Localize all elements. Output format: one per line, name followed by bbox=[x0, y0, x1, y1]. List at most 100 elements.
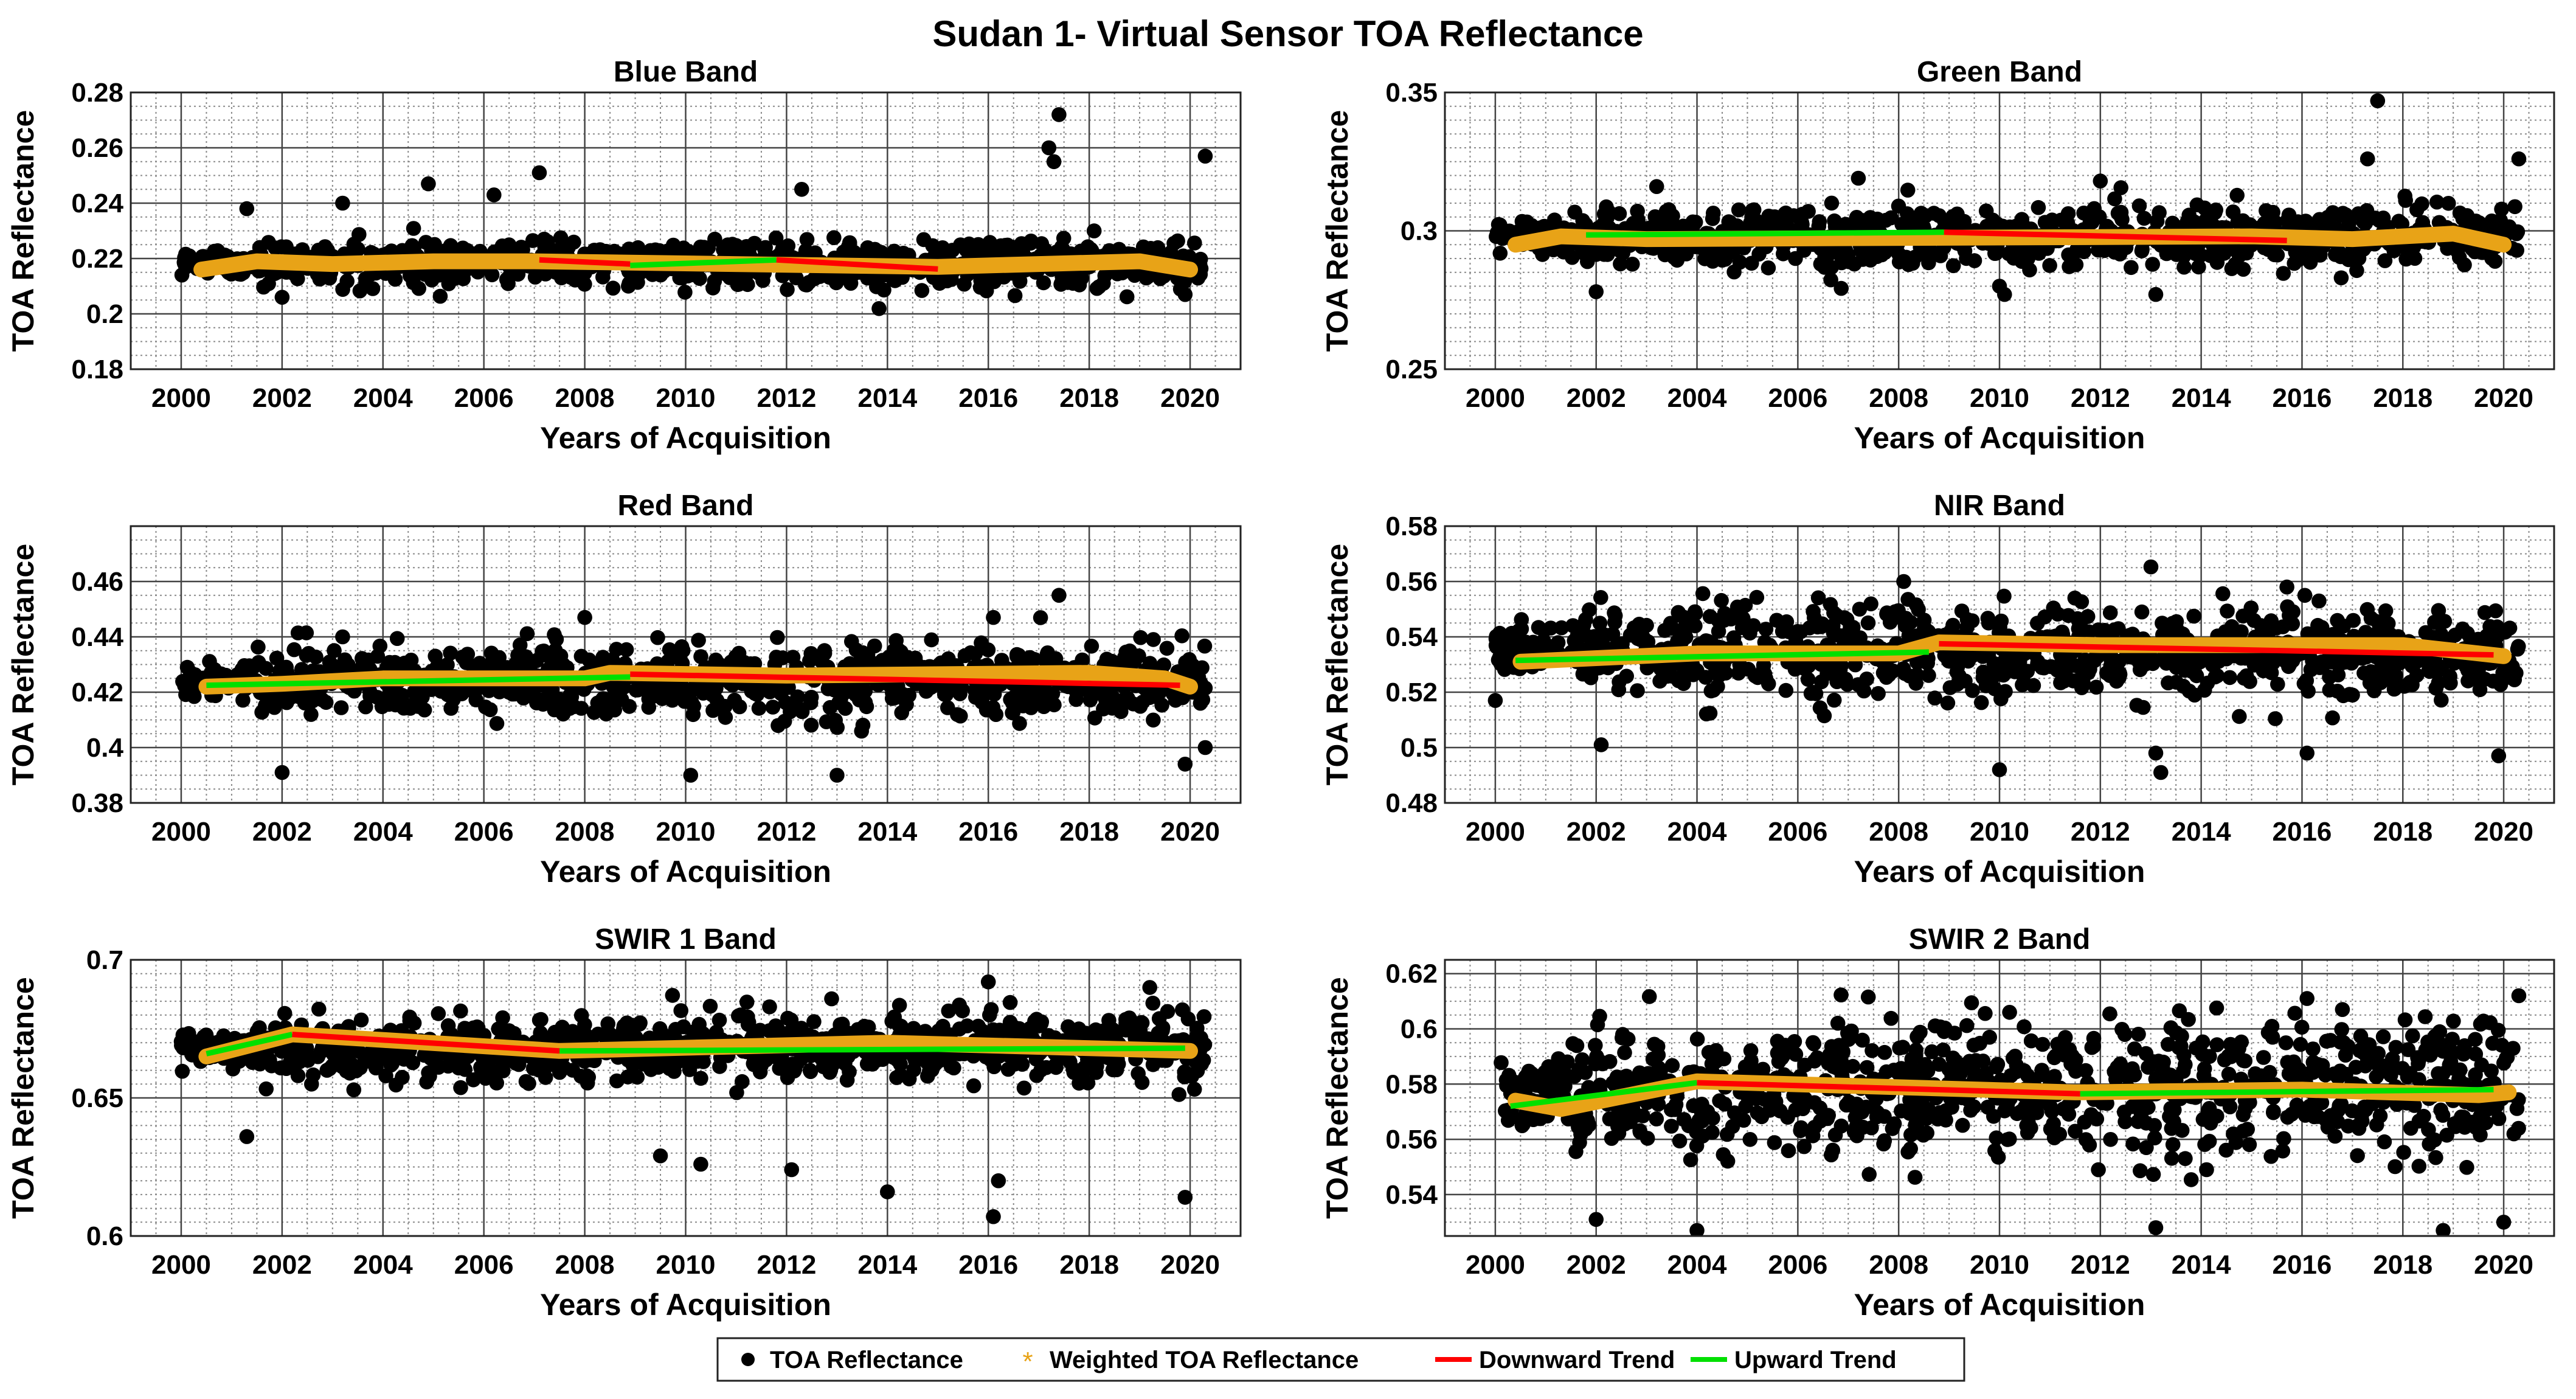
toa-point bbox=[1177, 274, 1193, 290]
toa-point bbox=[2145, 257, 2160, 272]
toa-point bbox=[609, 1073, 625, 1089]
toa-point bbox=[673, 1003, 688, 1018]
toa-point bbox=[2508, 226, 2524, 241]
toa-point bbox=[2455, 211, 2471, 226]
toa-point bbox=[311, 1001, 327, 1017]
x-tick-label: 2010 bbox=[1970, 383, 2029, 413]
x-tick-label: 2012 bbox=[757, 817, 816, 847]
toa-point bbox=[460, 647, 476, 662]
toa-point bbox=[1900, 182, 1916, 198]
toa-point bbox=[1868, 245, 1883, 260]
toa-point bbox=[1175, 248, 1191, 264]
toa-point bbox=[225, 1061, 241, 1077]
toa-point bbox=[429, 1058, 444, 1074]
toa-point bbox=[1778, 682, 1794, 698]
toa-points bbox=[173, 974, 1213, 1224]
toa-point bbox=[1849, 210, 1864, 225]
toa-point bbox=[2148, 286, 2164, 302]
toa-point bbox=[986, 687, 1002, 702]
toa-point bbox=[1187, 235, 1202, 251]
toa-point bbox=[406, 241, 421, 257]
toa-point bbox=[2169, 675, 2184, 690]
toa-point bbox=[2022, 262, 2037, 278]
toa-point bbox=[690, 1054, 705, 1069]
toa-point bbox=[1698, 706, 1714, 721]
toa-point bbox=[2211, 248, 2226, 263]
toa-point bbox=[1597, 627, 1612, 642]
toa-point bbox=[794, 1021, 809, 1036]
toa-point bbox=[2215, 586, 2231, 602]
toa-point bbox=[419, 1074, 434, 1090]
y-axis-label: TOA Reflectance bbox=[6, 544, 40, 785]
toa-point bbox=[924, 632, 939, 648]
toa-point bbox=[1491, 652, 1506, 668]
toa-point bbox=[1133, 630, 1148, 645]
toa-point bbox=[2235, 262, 2251, 277]
trend-lines bbox=[1515, 640, 2494, 664]
toa-point bbox=[604, 652, 620, 668]
toa-point bbox=[824, 991, 839, 1007]
toa-point bbox=[674, 639, 690, 654]
toa-point bbox=[1801, 658, 1816, 673]
toa-point bbox=[871, 301, 887, 316]
toa-point bbox=[2165, 616, 2180, 631]
toa-point bbox=[1961, 653, 1976, 669]
toa-point bbox=[2042, 258, 2057, 273]
toa-point bbox=[1051, 588, 1067, 603]
toa-point bbox=[1493, 223, 1508, 238]
toa-point bbox=[685, 707, 701, 723]
toa-point bbox=[1908, 676, 1923, 691]
toa-point bbox=[421, 176, 436, 192]
toa-point bbox=[1731, 202, 1747, 218]
toa-point bbox=[630, 274, 645, 290]
toa-point bbox=[598, 706, 614, 722]
toa-point bbox=[339, 274, 355, 289]
toa-point bbox=[368, 1060, 384, 1075]
toa-point bbox=[1769, 613, 1784, 628]
toa-point bbox=[816, 1050, 832, 1065]
toa-point bbox=[2265, 655, 2280, 671]
toa-point bbox=[2037, 215, 2053, 230]
toa-point bbox=[2186, 608, 2201, 624]
toa-point bbox=[705, 280, 721, 296]
toa-point bbox=[474, 1063, 490, 1078]
toa-point bbox=[2113, 180, 2128, 195]
toa-point bbox=[1777, 217, 1793, 232]
toa-point bbox=[1671, 605, 1686, 620]
toa-point bbox=[1619, 668, 1634, 684]
toa-point bbox=[1925, 245, 1941, 260]
x-tick-label: 2012 bbox=[2071, 383, 2130, 413]
figure-title: Sudan 1- Virtual Sensor TOA Reflectance bbox=[932, 13, 1643, 54]
toa-point bbox=[1754, 219, 1770, 235]
toa-point bbox=[2325, 710, 2340, 726]
toa-point bbox=[2135, 241, 2150, 257]
toa-point bbox=[2441, 196, 2456, 211]
y-tick-label: 0.26 bbox=[71, 133, 123, 163]
toa-point bbox=[453, 1080, 468, 1095]
toa-point bbox=[1832, 662, 1848, 678]
toa-point bbox=[1084, 639, 1099, 654]
toa-point bbox=[867, 241, 882, 257]
x-tick-label: 2002 bbox=[252, 817, 312, 847]
toa-point bbox=[2431, 603, 2446, 618]
trend-lines bbox=[206, 671, 1180, 689]
toa-point bbox=[2159, 246, 2175, 262]
toa-point bbox=[2507, 672, 2522, 687]
toa-point bbox=[799, 232, 815, 248]
x-tick-label: 2004 bbox=[353, 817, 413, 847]
toa-point bbox=[1006, 694, 1021, 710]
toa-point bbox=[780, 282, 795, 297]
toa-point bbox=[822, 1064, 837, 1080]
toa-point bbox=[2218, 651, 2234, 667]
toa-point bbox=[1119, 289, 1135, 305]
toa-point bbox=[1046, 154, 1062, 170]
y-tick-label: 0.56 bbox=[1385, 567, 1438, 597]
toa-point bbox=[525, 1061, 541, 1076]
panel: 2000 2002 2004 2006 2008 2010 2012 2014 2016 2018… bbox=[6, 490, 1242, 889]
toa-point bbox=[1976, 664, 1991, 680]
toa-point bbox=[1492, 246, 1508, 261]
toa-point bbox=[2229, 187, 2245, 203]
toa-point bbox=[2132, 662, 2148, 678]
toa-point bbox=[829, 768, 845, 783]
toa-point bbox=[552, 1064, 567, 1080]
